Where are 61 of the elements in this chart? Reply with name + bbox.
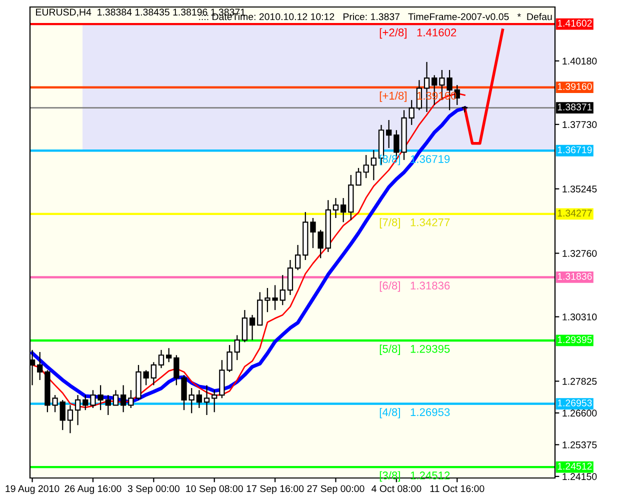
candlestick bbox=[332, 197, 339, 219]
candlestick bbox=[82, 394, 88, 411]
x-tick-label: 3 Sep 00:00 bbox=[128, 485, 180, 494]
candlestick bbox=[188, 387, 194, 414]
x-tick-label: 19 Aug 2010 bbox=[6, 485, 60, 494]
candlestick bbox=[370, 150, 377, 181]
annotation: 1.31836 bbox=[558, 272, 592, 280]
ref-line-label: [4/8] 1.26953 bbox=[380, 408, 450, 418]
candlestick bbox=[166, 348, 172, 363]
candlestick bbox=[196, 390, 202, 409]
candlestick bbox=[242, 309, 248, 343]
y-tick-label: 1.32760 bbox=[562, 250, 597, 257]
annotation: 1.41602 bbox=[558, 20, 592, 27]
candlestick bbox=[212, 390, 218, 413]
y-tick-label: 1.27825 bbox=[562, 378, 597, 385]
x-tick-label: 17 Sep 16:00 bbox=[246, 485, 304, 494]
x-tick-label: 27 Sep 00:00 bbox=[307, 485, 364, 494]
candlestick bbox=[356, 167, 362, 186]
ref-line-label: [7/8] 1.34277 bbox=[380, 218, 450, 228]
x-tick-label: 4 Oct 08:00 bbox=[372, 485, 422, 492]
annotation: 1.39160 bbox=[558, 83, 592, 90]
candlestick bbox=[287, 259, 294, 296]
y-tick-label: 1.26600 bbox=[562, 410, 597, 417]
candlestick bbox=[280, 274, 286, 306]
candlestick bbox=[363, 154, 369, 179]
candlestick bbox=[37, 351, 43, 381]
annotation: 1.29395 bbox=[558, 336, 592, 344]
annotation: 1.36719 bbox=[558, 146, 592, 154]
x-tick-label: 11 Oct 16:00 bbox=[430, 485, 484, 492]
x-tick-label: 10 Sep 08:00 bbox=[186, 485, 243, 494]
candlestick bbox=[60, 399, 66, 431]
annotation: 1.38371 bbox=[558, 104, 592, 110]
ref-line-label: [5/8] 1.29395 bbox=[380, 344, 450, 356]
candlestick bbox=[74, 394, 81, 426]
y-tick-label: 1.24150 bbox=[562, 473, 597, 480]
candlestick bbox=[386, 119, 392, 149]
candlestick bbox=[234, 334, 240, 361]
annotation: 1.26953 bbox=[558, 400, 592, 406]
annotation: 1.24512 bbox=[558, 462, 592, 470]
candlestick bbox=[150, 362, 156, 386]
candlestick bbox=[462, 106, 468, 113]
y-tick-label: 1.40180 bbox=[562, 58, 597, 65]
annotation: 1.34277 bbox=[558, 210, 592, 217]
y-tick-label: 1.25375 bbox=[562, 441, 597, 448]
candlestick bbox=[408, 100, 414, 126]
candlestick bbox=[340, 197, 346, 223]
candlestick bbox=[112, 390, 119, 406]
y-tick-label: 1.30310 bbox=[562, 314, 597, 320]
candlestick bbox=[294, 244, 301, 271]
y-tick-label: 1.37730 bbox=[562, 121, 597, 128]
candlestick bbox=[105, 394, 111, 416]
y-tick-label: 1.35245 bbox=[562, 186, 597, 192]
candlestick bbox=[128, 390, 134, 409]
candlestick bbox=[158, 349, 164, 369]
candlestick bbox=[204, 384, 210, 416]
candlestick bbox=[67, 404, 74, 434]
ref-line-label: [+2/8] 1.41602 bbox=[380, 28, 456, 39]
candlestick bbox=[120, 384, 126, 413]
x-tick-label: 26 Aug 16:00 bbox=[64, 485, 122, 494]
candlestick bbox=[249, 314, 256, 341]
ref-line-label: [6/8] 1.31836 bbox=[380, 281, 450, 292]
